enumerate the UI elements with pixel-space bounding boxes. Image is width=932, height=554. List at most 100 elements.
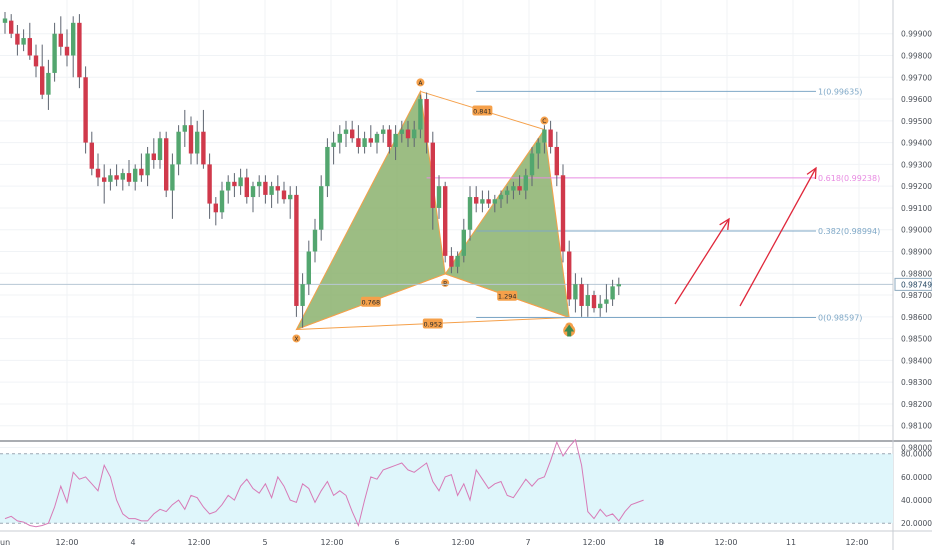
projection-arrow-2-head	[806, 166, 817, 180]
candle-body	[195, 131, 200, 154]
candle-body	[443, 186, 448, 256]
point-marker	[441, 278, 450, 287]
candle-body	[219, 190, 225, 213]
oscillator-line	[4, 438, 644, 528]
candle-body	[430, 142, 435, 208]
target-marker-arrow	[564, 324, 575, 337]
time-tick-label: un	[0, 538, 10, 547]
time-tick-label: 8	[658, 538, 663, 547]
candle-body	[560, 175, 566, 252]
candle-body	[263, 181, 268, 195]
candle-body	[126, 173, 132, 182]
candle-body	[368, 138, 373, 143]
annotations	[563, 166, 817, 337]
candle-body	[523, 175, 528, 191]
point-marker	[416, 78, 425, 87]
candle-body	[585, 295, 590, 306]
point-marker	[292, 334, 301, 343]
candle-body	[436, 186, 442, 208]
price-tick-label: 0.99700	[901, 73, 932, 82]
fib-label: 0.618(0.99238)	[818, 174, 880, 183]
candle-body	[133, 168, 138, 182]
candle-body	[616, 284, 621, 287]
price-tick-label: 0.98000	[901, 444, 932, 453]
candle-body	[567, 251, 572, 300]
price-tick-label: 0.99500	[901, 117, 932, 126]
candle-body	[207, 164, 212, 204]
candle-body	[145, 153, 150, 176]
price-tick-label: 0.98900	[901, 247, 932, 256]
price-tick-label: 0.99000	[901, 226, 932, 235]
candle-body	[95, 168, 101, 178]
time-tick-label: 12:00	[582, 538, 605, 547]
price-tick-label: 0.99200	[901, 182, 932, 191]
price-tick-label: 0.98200	[901, 400, 932, 409]
candle-body	[412, 129, 417, 139]
price-tick-label: 0.99400	[901, 139, 932, 148]
candle-body	[71, 22, 76, 56]
oscillator-band	[0, 453, 893, 524]
candle-body	[275, 186, 280, 191]
candle-body	[238, 177, 243, 187]
candle-body	[579, 284, 584, 306]
price-tick-label: 0.98800	[901, 269, 932, 278]
time-axis[interactable]: un 12:00 4 12:00 5 12:00 6 12:00 7 12:00 810 12:00 1…	[0, 530, 932, 547]
candle-body	[492, 199, 497, 204]
candle-body	[151, 153, 156, 161]
projection-arrow-1-head	[719, 217, 730, 231]
price-tick-label: 0.98600	[901, 313, 932, 322]
price-tick-label: 0.99600	[901, 95, 932, 104]
candle-body	[449, 255, 454, 267]
fib-label: 1(0.99635)	[818, 87, 862, 96]
candle-body	[573, 284, 578, 300]
price-tick-label: 0.99800	[901, 51, 932, 60]
candle-body	[2, 18, 8, 23]
time-tick-label: 7	[525, 538, 530, 547]
candle-body	[33, 55, 39, 67]
time-tick-label: 12:00	[187, 538, 210, 547]
projection-arrow-2	[739, 167, 817, 307]
candle-body	[591, 295, 597, 309]
candle-body	[15, 33, 20, 45]
ratio-label: 1.294	[498, 293, 517, 301]
candle-body	[83, 77, 88, 143]
candle-body	[108, 175, 113, 182]
candle-body	[486, 199, 491, 204]
oscillator-tick-label: 20.0000	[901, 519, 932, 528]
candle-body	[281, 190, 287, 200]
time-tick-label: 12:00	[320, 538, 343, 547]
ratio-label-bg	[422, 318, 443, 329]
oscillator-panel	[0, 438, 893, 528]
ratio-label: 0.952	[423, 320, 442, 328]
candle-body	[312, 229, 318, 252]
ratio-label: 0.768	[361, 299, 380, 307]
candle-body	[343, 129, 349, 134]
candle-body	[164, 138, 169, 191]
candle-body	[188, 125, 194, 154]
oscillator-axis[interactable]: 80.0000 60.0000 40.0000 20.0000	[901, 450, 932, 528]
oscillator-tick-label: 40.0000	[901, 496, 932, 505]
candle-body	[337, 133, 342, 143]
price-tick-label: 0.98300	[901, 378, 932, 387]
candle-body	[120, 173, 125, 180]
candle-body	[58, 33, 63, 47]
time-tick-label: 11	[786, 538, 796, 547]
candle-body	[46, 72, 51, 95]
fib-levels: 1(0.99635) 0.618(0.99238) 0.382(0.98994) 0(…	[0, 87, 893, 322]
price-tick-label: 0.99100	[901, 204, 932, 213]
fib-label: 0(0.98597)	[818, 313, 862, 322]
time-tick-label: 12:00	[55, 538, 78, 547]
point-marker	[540, 116, 549, 125]
last-price-label: 0.98749	[901, 280, 932, 289]
price-axis[interactable]: 0.99900 0.99800 0.99700 0.99600 0.99500 0.994…	[894, 30, 932, 453]
candle-body	[474, 197, 479, 204]
ratio-label-bg	[497, 290, 518, 301]
candle-body	[529, 153, 535, 176]
oscillator-tick-label: 60.0000	[901, 473, 932, 482]
price-tick-label: 0.99900	[901, 30, 932, 39]
candle-body	[244, 177, 249, 198]
ratio-label: 0.841	[473, 107, 492, 115]
candle-body	[399, 129, 404, 134]
